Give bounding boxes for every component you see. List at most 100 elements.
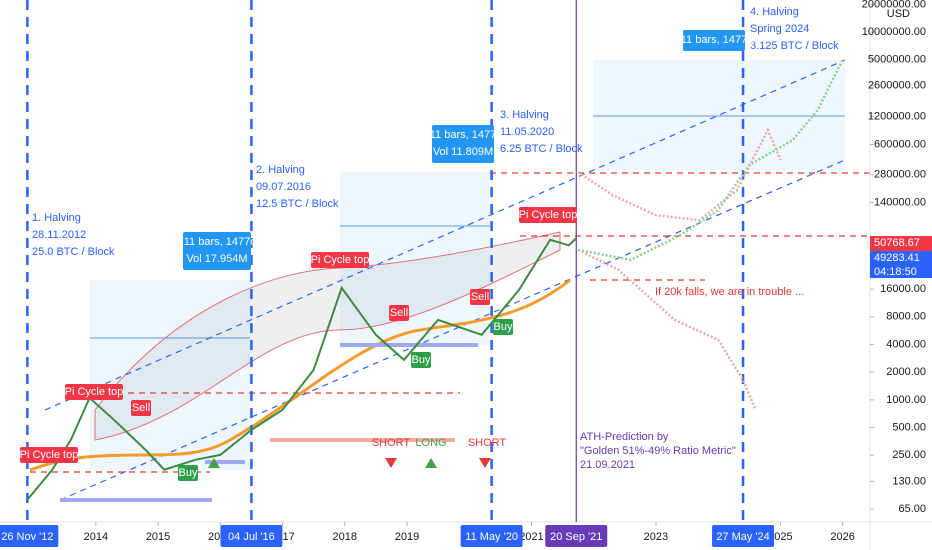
x-tick-label: 2026 (830, 531, 854, 543)
date-marker (220, 525, 283, 547)
band (94, 231, 561, 441)
x-tick-label: 2014 (84, 531, 108, 543)
price-line (577, 59, 844, 262)
y-tick-label: 1000.00 (886, 394, 926, 406)
measure-label: Vol 17.954M (186, 253, 247, 265)
x-tick-label: 2023 (644, 531, 668, 543)
signal-text: SHORT (468, 437, 507, 449)
signal-tag-label: Sell (390, 307, 408, 319)
y-tick-label: 20000000.00 (862, 0, 926, 10)
y-tick-label: 8000.00 (886, 311, 926, 323)
signal-tag-label: Sell (471, 291, 489, 303)
measure-box (183, 232, 251, 270)
countdown-box (870, 265, 932, 279)
halving-note: 6.25 BTC / Block (500, 143, 583, 155)
prediction-note: 21.09.2021 (580, 459, 635, 471)
measure-label: 211 bars, 1477d (178, 236, 257, 248)
y-tick-label: 280000.00 (874, 169, 926, 181)
measure-label: 211 bars, 1477d (675, 34, 754, 46)
halving-note: 3.125 BTC / Block (750, 40, 839, 52)
halving-note: 2. Halving (256, 164, 305, 176)
channel-line (44, 59, 846, 501)
y-tick-label: 5000000.00 (868, 54, 926, 66)
halving-note: 11.05.2020 (500, 126, 554, 138)
signal-tag (519, 207, 577, 223)
countdown: 04:18:50 (874, 266, 917, 278)
measure-label: 211 bars, 1477d (424, 129, 503, 141)
x-tick-label: 2019 (395, 531, 419, 543)
halving-note: 25.0 BTC / Block (32, 246, 115, 258)
price-marker (870, 251, 932, 267)
y-tick-label: 2000.00 (886, 366, 926, 378)
y-tick-label: 250.00 (892, 449, 926, 461)
signal-tag-label: Sell (132, 402, 150, 414)
price-line (577, 248, 757, 411)
date-marker (545, 525, 608, 547)
signal-tag-label: Buy (179, 467, 198, 479)
signal-tag (20, 447, 78, 463)
halving-note: 1. Halving (32, 212, 81, 224)
measure-box (432, 125, 494, 163)
measure-label: Vol 11.809M (433, 146, 493, 158)
signal-tag (493, 319, 513, 335)
measure-box (683, 30, 745, 51)
signal-tag-label: Pi Cycle top (65, 386, 124, 398)
signal-tag (65, 384, 123, 400)
level-line (30, 172, 870, 473)
y-tick-label: 10000000.00 (862, 26, 926, 38)
date-marker-label: 04 Jul '16 (228, 531, 275, 543)
price-marker-label: 50768.67 (874, 237, 920, 249)
y-tick-label: 130.00 (892, 475, 926, 487)
halving-note: Spring 2024 (750, 23, 809, 35)
short-arrow (385, 458, 491, 468)
y-tick-label: 140000.00 (874, 196, 926, 208)
date-marker-label: 20 Sep '21 (550, 531, 602, 543)
date-marker (0, 525, 59, 547)
signal-tag (389, 305, 409, 321)
y-tick-label: 500.00 (892, 421, 926, 433)
date-marker (712, 525, 775, 547)
signal-tag-label: Pi Cycle top (311, 254, 370, 266)
signal-tag-label: Buy (494, 321, 513, 333)
currency-label: USD (887, 8, 910, 20)
signal-tag (411, 352, 431, 368)
y-tick-label: 2600000.00 (868, 80, 926, 92)
price-marker (870, 236, 932, 252)
price-line (577, 127, 782, 222)
x-tick-label: 2025 (768, 531, 792, 543)
signal-text: LONG (415, 437, 446, 449)
date-marker-label: 27 May '24 (716, 531, 769, 543)
date-marker-label: 11 May '20 (465, 531, 518, 543)
signal-tag (470, 289, 490, 305)
signal-tag-label: Pi Cycle top (20, 449, 79, 461)
warning-note: If 20k falls, we are in trouble ... (655, 286, 804, 298)
halving-note: 09.07.2016 (256, 181, 311, 193)
prediction-note: "Golden 51%-49% Ratio Metric" (580, 445, 736, 457)
signal-tag-label: Buy (412, 354, 431, 366)
y-tick-label: 65.00 (898, 503, 926, 515)
y-tick-label: 1200000.00 (868, 111, 926, 123)
y-tick-label: 4000.00 (886, 338, 926, 350)
x-tick-label: 2021 (519, 531, 543, 543)
signal-tag (131, 400, 151, 416)
signal-tag (178, 465, 198, 481)
halving-note: 28.11.2012 (32, 229, 86, 241)
halving-note: 12.5 BTC / Block (256, 198, 339, 210)
measure-area (90, 280, 250, 470)
halving-note: 4. Halving (750, 6, 799, 18)
prediction-note: ATH-Prediction by (580, 431, 669, 443)
price-marker-label: 49283.41 (874, 252, 920, 264)
price-line (26, 237, 577, 501)
halving-note: 3. Halving (500, 109, 549, 121)
x-tick-label: 2018 (333, 531, 357, 543)
date-marker-label: 26 Nov '12 (1, 531, 53, 543)
signal-tag-label: Pi Cycle top (519, 209, 578, 221)
signal-tag (311, 252, 369, 268)
measure-line (90, 115, 845, 339)
y-tick-label: 16000.00 (880, 283, 926, 295)
y-tick-label: 600000.00 (874, 138, 926, 150)
moving-average (29, 278, 571, 472)
date-marker (460, 525, 523, 547)
